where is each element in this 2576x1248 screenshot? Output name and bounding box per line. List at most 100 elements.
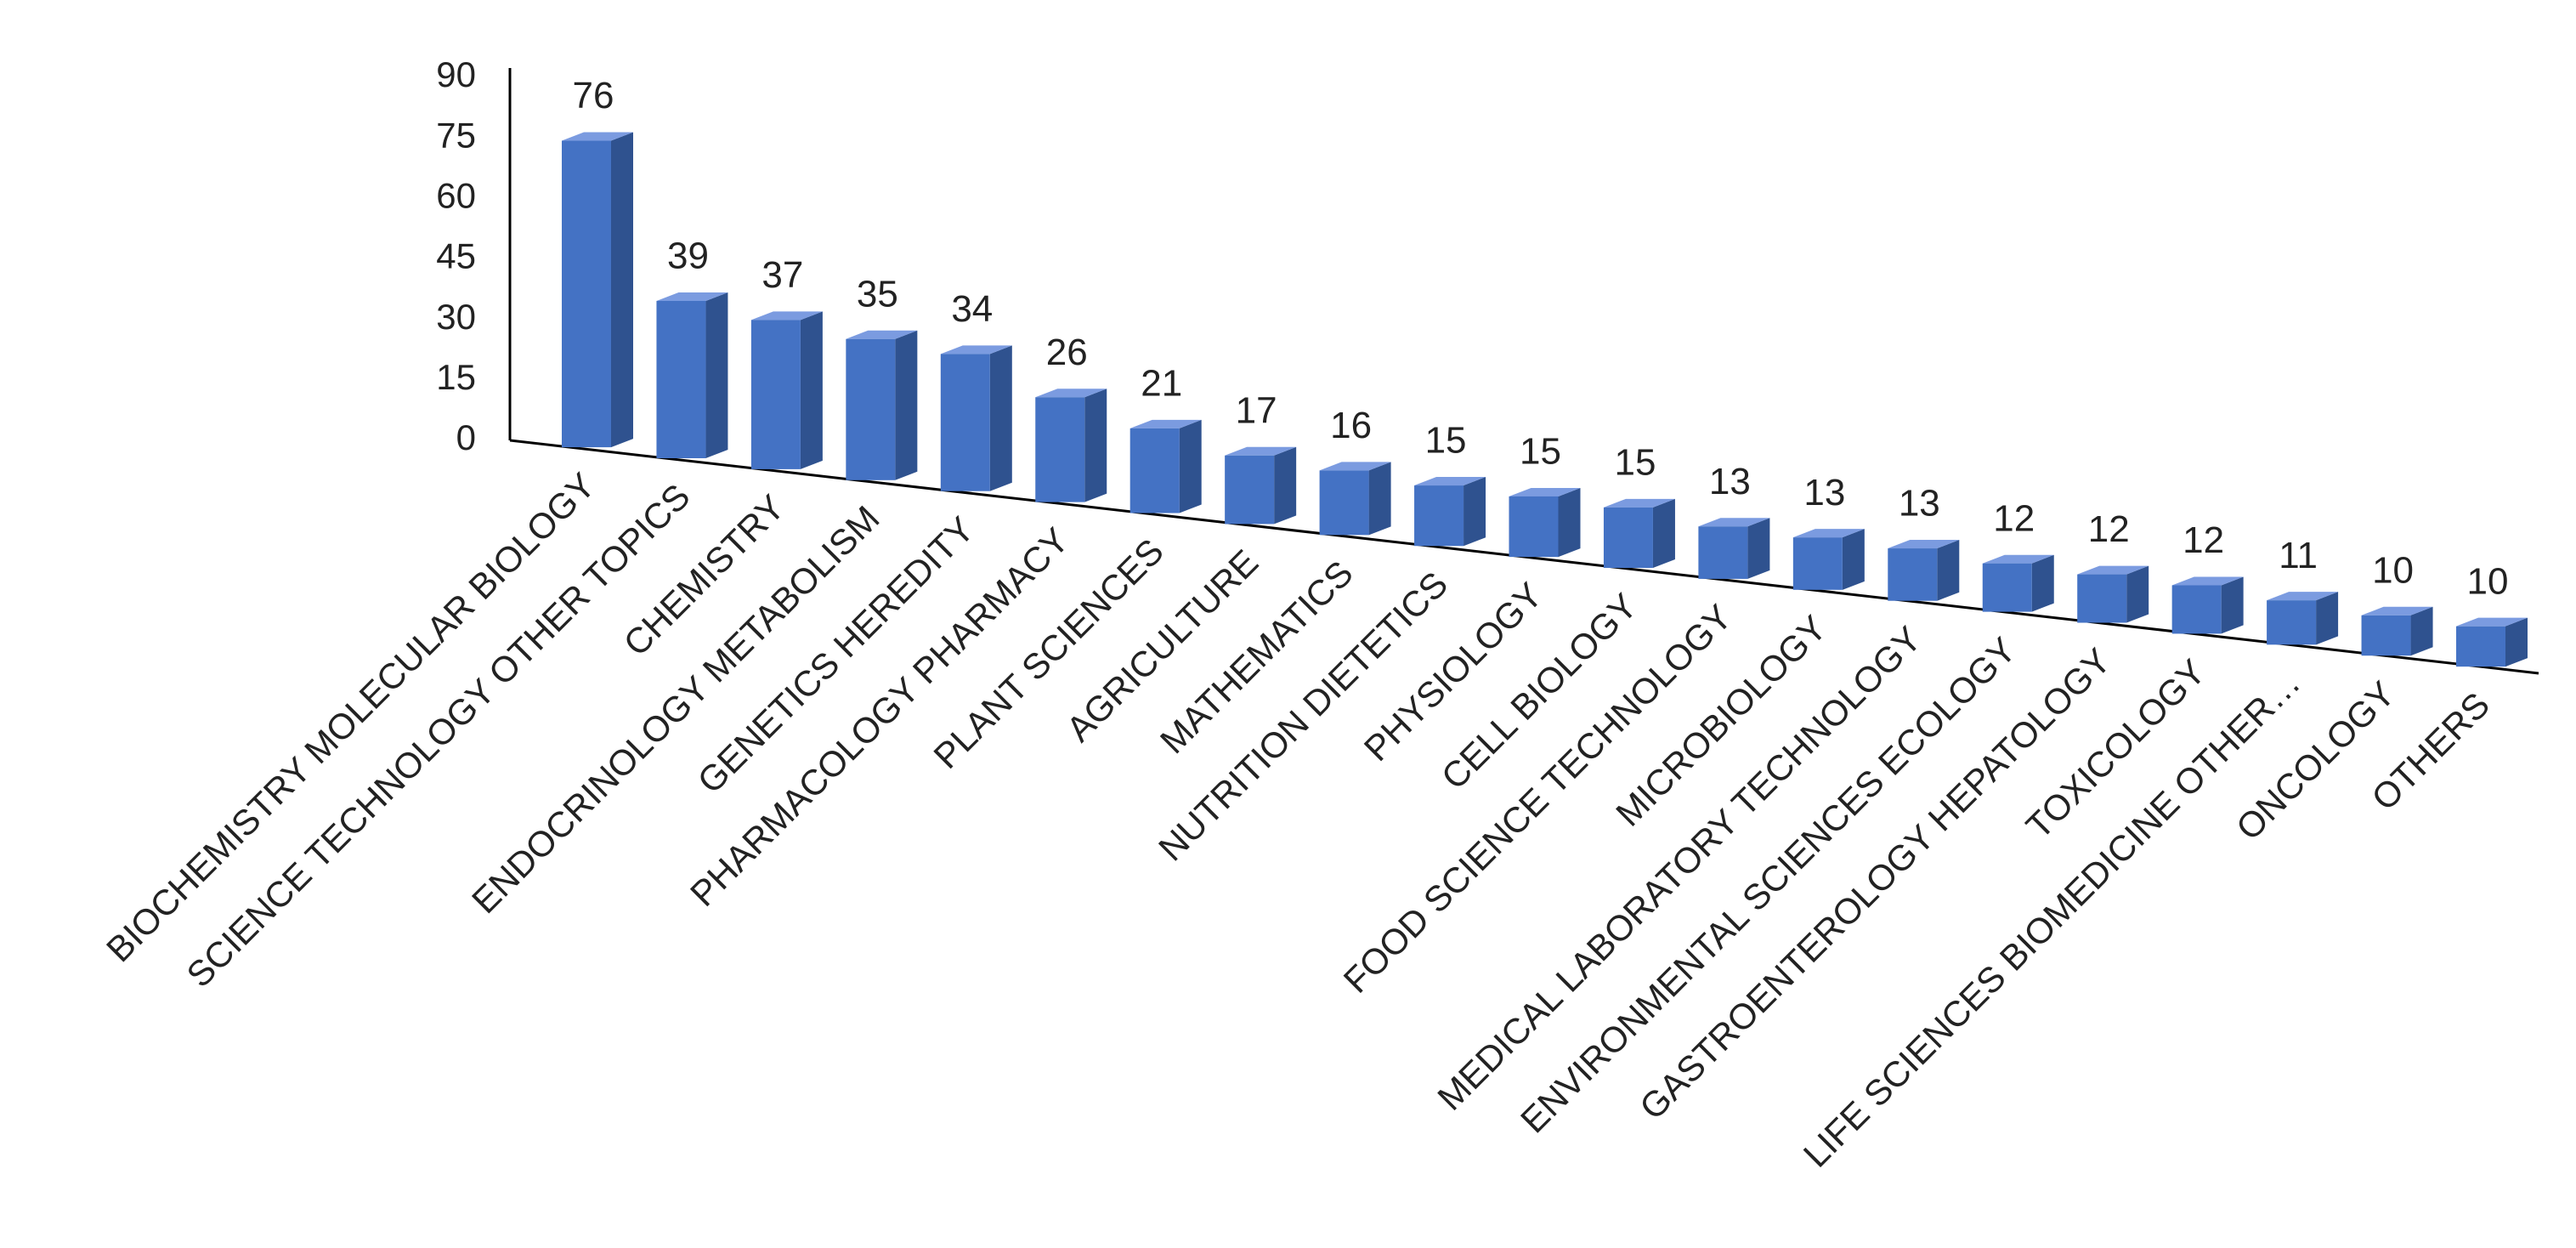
bar-side	[611, 132, 633, 448]
bar-side	[1558, 487, 1581, 558]
value-label: 16	[1330, 405, 1372, 446]
bar-top	[1698, 518, 1770, 527]
y-tick-label: 75	[436, 115, 476, 155]
y-tick-label: 90	[436, 54, 476, 94]
value-label: 15	[1614, 441, 1656, 483]
bar	[2077, 574, 2127, 623]
bar-top	[940, 345, 1012, 355]
bar	[1129, 428, 1180, 513]
value-label: 39	[667, 235, 709, 277]
bar-top	[2456, 617, 2528, 627]
bar-top	[846, 330, 918, 339]
bar-top	[1509, 487, 1581, 496]
bar-side	[2316, 592, 2339, 645]
bar-top	[562, 132, 633, 141]
x-tick-label: TOXICOLOGY	[2018, 651, 2213, 846]
y-tick-label: 0	[456, 417, 476, 457]
value-label: 13	[1899, 483, 1940, 525]
y-tick-label: 15	[436, 357, 476, 397]
bar-top	[1792, 529, 1865, 538]
bar-top	[1225, 446, 1297, 456]
bar-top	[2267, 592, 2339, 601]
value-label: 12	[2088, 508, 2130, 550]
bar	[2456, 626, 2505, 667]
bar-side	[2221, 576, 2244, 634]
value-label: 37	[761, 254, 803, 296]
bar-side	[705, 292, 728, 459]
value-label: 11	[2279, 535, 2318, 576]
value-label: 15	[1425, 420, 1467, 462]
bar-side	[1084, 389, 1107, 502]
value-label: 17	[1236, 389, 1277, 431]
value-label: 21	[1141, 363, 1182, 405]
y-tick-label: 45	[436, 236, 476, 276]
value-label: 13	[1803, 472, 1845, 513]
bar-side	[989, 345, 1012, 491]
value-label: 76	[573, 75, 614, 116]
bar-side	[2410, 606, 2433, 656]
bar-side	[1842, 529, 1865, 590]
bar	[1982, 563, 2032, 612]
bar-side	[1652, 498, 1675, 569]
value-label: 10	[2467, 560, 2509, 602]
bar-side	[800, 311, 823, 469]
bar-side	[1179, 419, 1202, 513]
bar	[1603, 507, 1653, 569]
bar	[846, 338, 896, 480]
bar	[1698, 526, 1748, 579]
x-tick-label: SCIENCE TECHNOLOGY OTHER TOPICS	[178, 476, 697, 995]
y-tick-label: 60	[436, 175, 476, 215]
bar-top	[750, 311, 823, 321]
bar-side	[2505, 617, 2528, 667]
bar-side	[895, 330, 918, 480]
bar-side	[1368, 462, 1391, 536]
x-tick-label: ENVIRONMENTAL SCIENCES ECOLOGY	[1513, 630, 2024, 1141]
bar	[1888, 548, 1938, 601]
x-tick-label: LIFE SCIENCES BIOMEDICINE OTHER…	[1796, 662, 2308, 1175]
y-tick-label: 30	[436, 297, 476, 337]
bar	[750, 320, 801, 469]
value-label: 10	[2372, 549, 2414, 591]
bar	[656, 300, 706, 459]
bar-top	[1982, 554, 2054, 564]
bar	[1225, 455, 1275, 525]
bar	[1414, 485, 1464, 547]
bar-top	[1319, 462, 1391, 471]
bar-side	[1937, 540, 1960, 601]
bar	[2171, 585, 2222, 634]
bar-top	[1129, 419, 1202, 428]
bar-side	[2031, 554, 2054, 612]
value-label: 12	[2183, 519, 2224, 561]
bar	[1319, 470, 1369, 536]
x-tick-label: CELL BIOLOGY	[1434, 586, 1645, 797]
bar	[562, 140, 611, 448]
bar-side	[2126, 565, 2149, 623]
x-tick-label: BIOCHEMISTRY MOLECULAR BIOLOGY	[99, 465, 603, 969]
x-tick-label: PHARMACOLOGY PHARMACY	[682, 520, 1076, 914]
bar-top	[2361, 606, 2433, 615]
x-tick-label: MEDICAL LABORATORY TECHNOLOGY	[1430, 619, 1928, 1118]
value-label: 26	[1046, 332, 1088, 373]
x-tick-label: MATHEMATICS	[1152, 553, 1361, 761]
value-label: 35	[857, 273, 898, 315]
value-label: 13	[1709, 461, 1751, 502]
bar	[1509, 496, 1559, 558]
x-tick-label: PHYSIOLOGY	[1356, 575, 1550, 769]
bar-top	[2171, 576, 2244, 586]
bar-top	[1035, 389, 1107, 398]
value-label: 15	[1520, 431, 1561, 473]
bar-side	[1747, 518, 1770, 579]
x-tick-label: AGRICULTURE	[1058, 542, 1265, 749]
bar-top	[2077, 565, 2149, 575]
bar-top	[1888, 540, 1960, 549]
bar-top	[1414, 477, 1486, 486]
bar-top	[656, 292, 728, 301]
bar-top	[1603, 498, 1675, 508]
bar	[940, 354, 990, 491]
value-label: 34	[951, 288, 993, 330]
x-tick-label: FOOD SCIENCE TECHNOLOGY	[1336, 597, 1740, 1001]
bar-side	[1464, 477, 1486, 547]
bar	[2361, 615, 2411, 656]
bar-side	[1274, 446, 1297, 525]
